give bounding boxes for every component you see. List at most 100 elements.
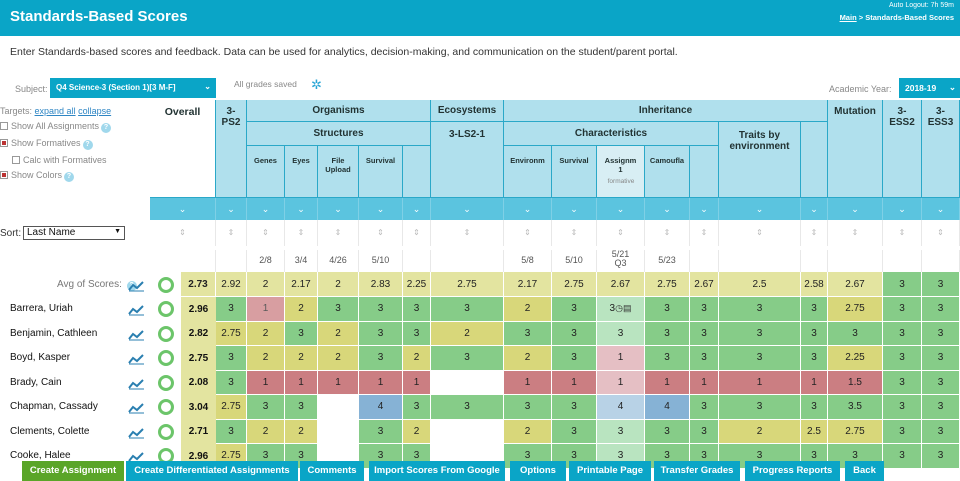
score-cell[interactable]: 3 (719, 346, 801, 371)
collapse-toggle[interactable]: ⌄ (801, 198, 828, 220)
show-formatives-option[interactable]: Show Formatives? (0, 138, 150, 150)
score-cell[interactable] (431, 419, 504, 444)
sort-arrow-icon[interactable]: ⇕ (431, 220, 504, 246)
student-name[interactable]: Brady, Cain (10, 376, 62, 388)
assignment-header[interactable]: Assignm 1 (597, 146, 645, 198)
score-cell[interactable]: 3 (690, 321, 719, 346)
collapse-toggle[interactable]: ⌄ (645, 198, 690, 220)
collapse-toggle[interactable]: ⌄ (690, 198, 719, 220)
score-cell[interactable] (318, 419, 359, 444)
score-cell[interactable]: 2 (285, 346, 318, 371)
breadcrumb-main-link[interactable]: Main (839, 13, 857, 22)
sort-arrow-icon[interactable]: ⇕ (719, 220, 801, 246)
score-cell[interactable]: 3 (285, 321, 318, 346)
score-cell[interactable]: 3 (552, 395, 597, 420)
score-cell[interactable]: 2 (318, 321, 359, 346)
student-name[interactable]: Benjamin, Cathleen (10, 327, 98, 339)
score-cell[interactable]: 2.75 (828, 419, 883, 444)
student-name[interactable]: Chapman, Cassady (10, 401, 98, 412)
score-cell[interactable]: 1 (247, 370, 285, 395)
sort-arrow-icon[interactable]: ⇕ (150, 220, 216, 246)
score-cell[interactable]: 3 (922, 419, 960, 444)
assignment-header[interactable]: Eyes (285, 146, 318, 198)
assignment-header[interactable]: File Upload (318, 146, 359, 198)
gear-icon[interactable]: ✲ (311, 77, 322, 92)
score-cell[interactable]: 3 (403, 297, 431, 322)
sort-arrow-icon[interactable]: ⇕ (216, 220, 247, 246)
score-cell[interactable]: 3 (552, 297, 597, 322)
score-cell[interactable]: 2 (247, 419, 285, 444)
sort-arrow-icon[interactable]: ⇕ (318, 220, 359, 246)
score-cell[interactable]: 4 (359, 395, 403, 420)
score-cell[interactable]: 1 (359, 370, 403, 395)
trend-icon[interactable] (128, 401, 145, 414)
score-cell[interactable]: 3 (883, 297, 922, 322)
score-cell[interactable]: 3 (690, 419, 719, 444)
show-colors-option[interactable]: Show Colors? (0, 170, 150, 182)
collapse-toggle[interactable]: ⌄ (431, 198, 504, 220)
collapse-toggle[interactable]: ⌄ (922, 198, 960, 220)
footer-button-import-scores-from-google[interactable]: Import Scores From Google (369, 461, 505, 481)
score-cell[interactable]: 3 (883, 370, 922, 395)
student-name[interactable]: Barrera, Uriah (10, 303, 73, 314)
score-cell[interactable]: 1.5 (828, 370, 883, 395)
score-cell[interactable]: 3 (645, 346, 690, 371)
score-cell[interactable]: 3 (645, 321, 690, 346)
score-cell[interactable]: 3 (922, 346, 960, 371)
score-cell[interactable]: 3 (403, 395, 431, 420)
sort-arrow-icon[interactable]: ⇕ (645, 220, 690, 246)
score-cell[interactable]: 3 (801, 321, 828, 346)
score-cell[interactable] (431, 370, 504, 395)
score-cell[interactable]: 1 (285, 370, 318, 395)
feedback-icon[interactable]: ◷▤ (615, 303, 632, 314)
academic-year-dropdown[interactable]: 2018-19 ⌄ (899, 78, 960, 98)
score-cell[interactable]: 1 (690, 370, 719, 395)
score-cell[interactable]: 3 (690, 297, 719, 322)
score-cell[interactable]: 3 (431, 297, 504, 322)
show-formatives-checkbox[interactable] (0, 139, 8, 147)
score-cell[interactable]: 3 (504, 395, 552, 420)
sort-arrow-icon[interactable]: ⇕ (247, 220, 285, 246)
student-name[interactable]: Clements, Colette (10, 425, 90, 437)
score-cell[interactable]: 3 (431, 395, 504, 420)
trend-icon[interactable] (128, 377, 145, 389)
score-cell[interactable]: 3 (216, 419, 247, 444)
sort-arrow-icon[interactable]: ⇕ (801, 220, 828, 246)
score-cell[interactable]: 1 (318, 370, 359, 395)
score-cell[interactable]: 1 (247, 297, 285, 322)
score-cell[interactable]: 3 (403, 321, 431, 346)
collapse-toggle[interactable]: ⌄ (883, 198, 922, 220)
help-icon[interactable]: ? (64, 172, 75, 182)
score-cell[interactable]: 3 (719, 321, 801, 346)
subject-dropdown[interactable]: Q4 Science-3 (Section 1)[3 M-F] ⌄ (50, 78, 216, 98)
score-cell[interactable]: 3 (883, 395, 922, 420)
score-cell[interactable]: 2 (403, 346, 431, 371)
collapse-toggle[interactable]: ⌄ (216, 198, 247, 220)
score-cell[interactable]: 3 (216, 370, 247, 395)
student-name[interactable]: Boyd, Kasper (10, 352, 71, 363)
score-cell[interactable]: 3 (318, 297, 359, 322)
score-cell[interactable]: 3 (922, 444, 960, 469)
sort-arrow-icon[interactable]: ⇕ (403, 220, 431, 246)
score-cell[interactable]: 3 (801, 395, 828, 420)
assignment-header[interactable]: Survival (552, 146, 597, 198)
sort-arrow-icon[interactable]: ⇕ (690, 220, 719, 246)
student-name[interactable]: Cooke, Halee (10, 450, 71, 461)
expand-all-link[interactable]: expand all (34, 106, 76, 116)
score-cell[interactable]: 3 (883, 444, 922, 469)
score-cell[interactable]: 1 (597, 370, 645, 395)
sort-arrow-icon[interactable]: ⇕ (552, 220, 597, 246)
trend-icon[interactable] (128, 328, 145, 340)
score-cell[interactable]: 3 (552, 419, 597, 444)
score-cell[interactable]: 3 (359, 297, 403, 322)
score-cell[interactable]: 3 (597, 321, 645, 346)
collapse-toggle[interactable]: ⌄ (285, 198, 318, 220)
score-cell[interactable]: 2 (504, 419, 552, 444)
footer-button-create-assignment[interactable]: Create Assignment (22, 461, 124, 481)
score-cell[interactable]: 3 (883, 321, 922, 346)
footer-button-transfer-grades[interactable]: Transfer Grades (654, 461, 740, 481)
score-cell[interactable]: 3 (431, 346, 504, 371)
sort-arrow-icon[interactable]: ⇕ (597, 220, 645, 246)
help-icon[interactable]: ? (82, 140, 93, 150)
score-cell[interactable]: 3 (645, 297, 690, 322)
